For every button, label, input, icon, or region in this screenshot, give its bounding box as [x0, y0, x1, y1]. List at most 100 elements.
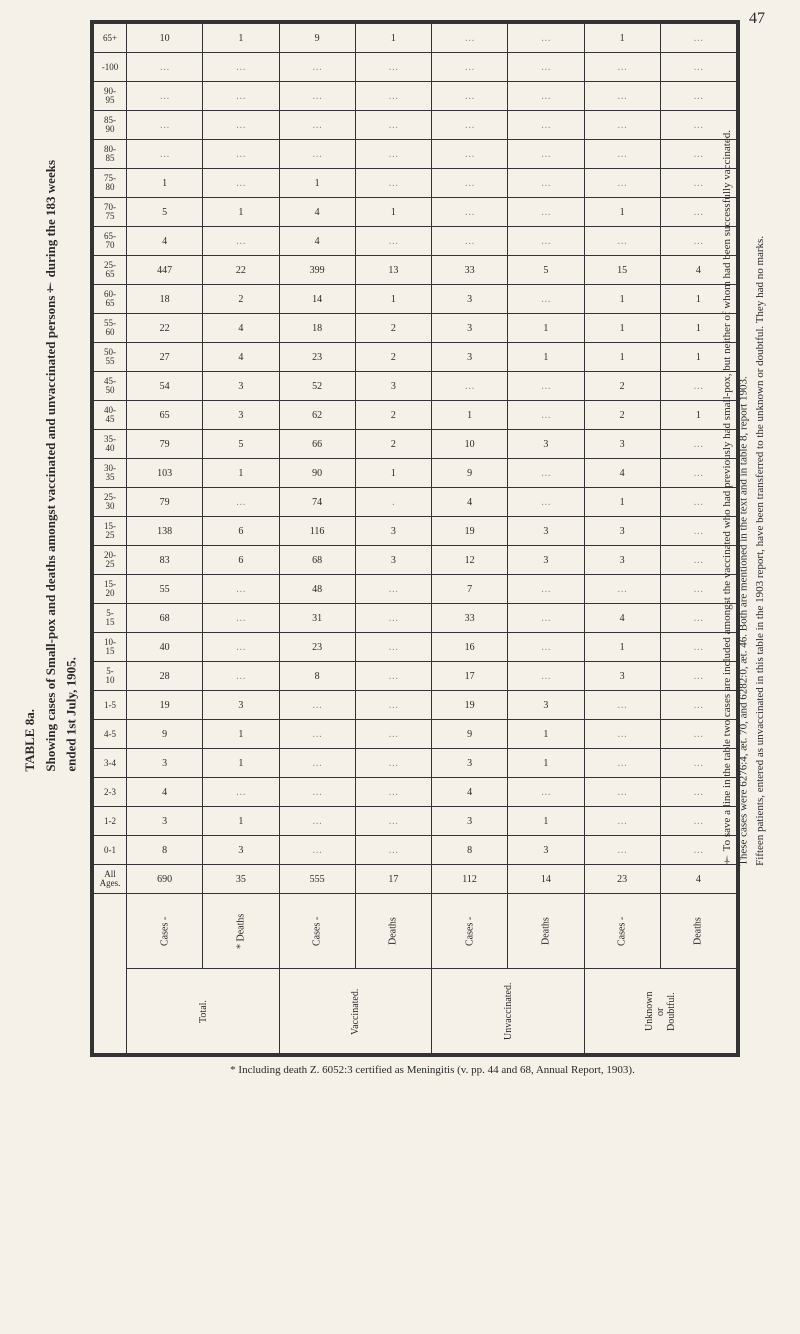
data-cell: …	[508, 575, 584, 604]
subheader-row: Cases -* DeathsCases -DeathsCases -Death…	[94, 894, 737, 969]
age-band-label: 50-55	[94, 343, 127, 372]
data-cell: 3	[432, 343, 508, 372]
age-band-label: 90-95	[94, 82, 127, 111]
data-cell: 3	[584, 430, 660, 459]
table-row: 60-651821413…11	[94, 285, 737, 314]
data-cell: 138	[127, 517, 203, 546]
data-cell: …	[203, 53, 279, 82]
data-cell: 1	[508, 807, 584, 836]
data-cell: …	[203, 662, 279, 691]
table-row: 15-25138611631933…	[94, 517, 737, 546]
age-band-label: 35-40	[94, 430, 127, 459]
data-cell: 3	[127, 807, 203, 836]
data-cell: 2	[355, 314, 431, 343]
data-cell: 4	[127, 227, 203, 256]
footnote-dagger-line-2: These cases were 6276:4, æt. 70, and 628…	[737, 376, 749, 866]
data-cell: …	[279, 836, 355, 865]
group-header: Unvaccinated.	[432, 969, 585, 1054]
data-cell: 52	[279, 372, 355, 401]
data-cell: …	[508, 633, 584, 662]
age-band-label: 3-4	[94, 749, 127, 778]
data-cell: …	[508, 372, 584, 401]
footnote-star: * Including death Z. 6052:3 certified as…	[165, 1063, 700, 1078]
data-cell: 4	[279, 198, 355, 227]
data-cell: 3	[508, 430, 584, 459]
data-cell: …	[584, 227, 660, 256]
data-cell: 62	[279, 401, 355, 430]
data-cell: 19	[127, 691, 203, 720]
column-subheader: Deaths	[508, 894, 584, 969]
data-cell: 3	[584, 546, 660, 575]
age-band-label: 25-65	[94, 256, 127, 285]
group-header-row: Total.Vaccinated.Unvaccinated.UnknownorD…	[94, 969, 737, 1054]
table-row: 35-407956621033…	[94, 430, 737, 459]
data-cell: …	[127, 111, 203, 140]
data-cell: …	[355, 720, 431, 749]
data-cell: …	[355, 662, 431, 691]
data-cell: …	[203, 575, 279, 604]
data-cell: 83	[127, 546, 203, 575]
data-cell: …	[584, 749, 660, 778]
data-cell: …	[584, 140, 660, 169]
data-cell: 116	[279, 517, 355, 546]
data-cell: 35	[203, 865, 279, 894]
data-cell: 3	[508, 691, 584, 720]
data-cell: 3	[432, 749, 508, 778]
data-cell: …	[508, 24, 584, 53]
data-cell: 23	[279, 633, 355, 662]
page-number: 47	[749, 10, 765, 28]
data-cell: …	[508, 778, 584, 807]
data-cell: …	[279, 53, 355, 82]
age-band-label: 0-1	[94, 836, 127, 865]
age-band-label: 10-15	[94, 633, 127, 662]
data-cell: …	[508, 227, 584, 256]
data-cell: …	[203, 488, 279, 517]
table-row: -100……………………	[94, 53, 737, 82]
data-cell: 1	[584, 633, 660, 662]
data-cell: …	[355, 227, 431, 256]
table-row: 90-95……………………	[94, 82, 737, 111]
data-cell: 28	[127, 662, 203, 691]
data-cell: 10	[432, 430, 508, 459]
data-cell: 1	[355, 198, 431, 227]
table-row: 1-231……31……	[94, 807, 737, 836]
data-cell: …	[584, 111, 660, 140]
data-cell: 399	[279, 256, 355, 285]
data-cell: …	[432, 198, 508, 227]
data-cell: 1	[355, 285, 431, 314]
data-cell: …	[508, 285, 584, 314]
column-subheader: Deaths	[660, 894, 736, 969]
data-cell: 6	[203, 546, 279, 575]
data-cell: 2	[355, 430, 431, 459]
data-cell: 3	[203, 836, 279, 865]
data-cell: 22	[127, 314, 203, 343]
table-row: 25-3079…74.4…1…	[94, 488, 737, 517]
table-row: 5-1028…8…17…3…	[94, 662, 737, 691]
data-cell: 9	[432, 720, 508, 749]
table-row: 70-755141……1…	[94, 198, 737, 227]
age-band-label: 80-85	[94, 140, 127, 169]
table-row: 45-50543523……2…	[94, 372, 737, 401]
table-row: 2-34………4………	[94, 778, 737, 807]
data-cell: …	[432, 82, 508, 111]
column-subheader: * Deaths	[203, 894, 279, 969]
age-band-label: 65-70	[94, 227, 127, 256]
age-band-label: 65+	[94, 24, 127, 53]
data-cell: 1	[127, 169, 203, 198]
data-cell: …	[432, 53, 508, 82]
group-header: Total.	[127, 969, 280, 1054]
data-cell: 5	[203, 430, 279, 459]
data-cell: …	[355, 111, 431, 140]
table-row: 65+10191……1…	[94, 24, 737, 53]
data-cell: 1	[355, 459, 431, 488]
table-row: 1-5193……193……	[94, 691, 737, 720]
data-cell: …	[355, 691, 431, 720]
data-cell: 8	[279, 662, 355, 691]
data-cell: …	[355, 169, 431, 198]
data-cell: …	[355, 575, 431, 604]
table-row: 75-801…1……………	[94, 169, 737, 198]
data-cell: 19	[432, 691, 508, 720]
caption-line-3: ended 1st July, 1905.	[64, 657, 79, 772]
age-band-label: 85-90	[94, 111, 127, 140]
data-cell: …	[508, 198, 584, 227]
